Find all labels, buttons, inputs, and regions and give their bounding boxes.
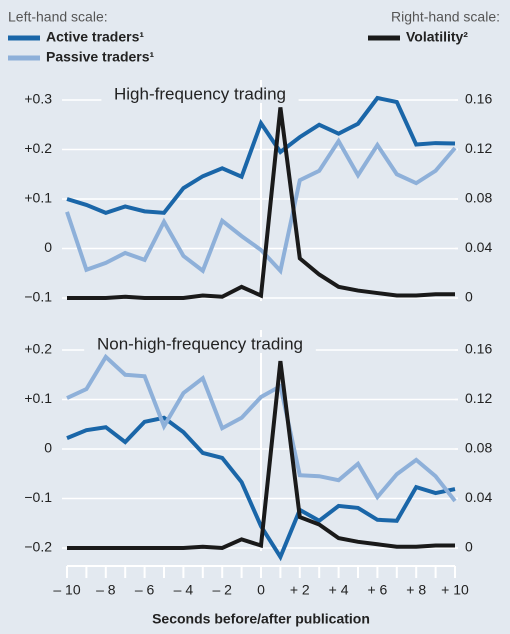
x-tick-label: – 6: [135, 582, 155, 598]
y2-tick-label: 0.04: [465, 239, 492, 255]
y2-tick-label: 0.08: [465, 190, 492, 206]
y-tick-label: −0.2: [24, 539, 52, 555]
y-tick-label: 0: [44, 440, 52, 456]
y-tick-label: +0.1: [24, 390, 52, 406]
x-tick-label: – 2: [212, 582, 232, 598]
y2-tick-label: 0.04: [465, 489, 492, 505]
y-tick-label: −0.1: [24, 489, 52, 505]
series-line: [66, 415, 456, 562]
y2-tick-label: 0: [465, 539, 473, 555]
title-bg: [101, 87, 299, 103]
x-tick-label: + 4: [329, 582, 349, 598]
y2-tick-label: 0: [465, 289, 473, 305]
legend-label: Volatility²: [406, 29, 468, 45]
y-tick-label: +0.3: [24, 91, 52, 107]
x-tick-label: – 4: [174, 582, 194, 598]
series-line: [65, 137, 457, 275]
x-tick-label: + 6: [367, 582, 387, 598]
y-tick-label: +0.1: [24, 190, 52, 206]
x-tick-label: + 8: [406, 582, 426, 598]
y-tick-label: −0.1: [24, 289, 52, 305]
y-tick-label: +0.2: [24, 140, 52, 156]
legend-label: Active traders¹: [46, 29, 144, 45]
panel-title: High-frequency trading: [114, 84, 286, 103]
legend-label: Passive traders¹: [46, 49, 155, 65]
right-scale-label: Right-hand scale:: [391, 9, 500, 25]
y2-tick-label: 0.16: [465, 91, 492, 107]
y-tick-label: +0.2: [24, 341, 52, 357]
x-tick-label: – 8: [96, 582, 116, 598]
series-line: [66, 95, 456, 215]
series-line: [67, 107, 455, 300]
panel-title: Non-high-frequency trading: [97, 334, 303, 353]
x-axis-label: Seconds before/after publication: [152, 611, 370, 627]
series-line: [67, 360, 455, 551]
x-tick-label: 0: [257, 582, 265, 598]
title-bg: [84, 337, 316, 353]
left-scale-label: Left-hand scale:: [8, 9, 108, 25]
x-tick-label: – 10: [53, 582, 80, 598]
y-tick-label: 0: [44, 239, 52, 255]
y2-tick-label: 0.16: [465, 341, 492, 357]
y2-tick-label: 0.08: [465, 440, 492, 456]
x-tick-label: + 2: [290, 582, 310, 598]
x-tick-label: + 10: [441, 582, 469, 598]
y2-tick-label: 0.12: [465, 140, 492, 156]
y2-tick-label: 0.12: [465, 390, 492, 406]
series-line: [66, 353, 457, 503]
